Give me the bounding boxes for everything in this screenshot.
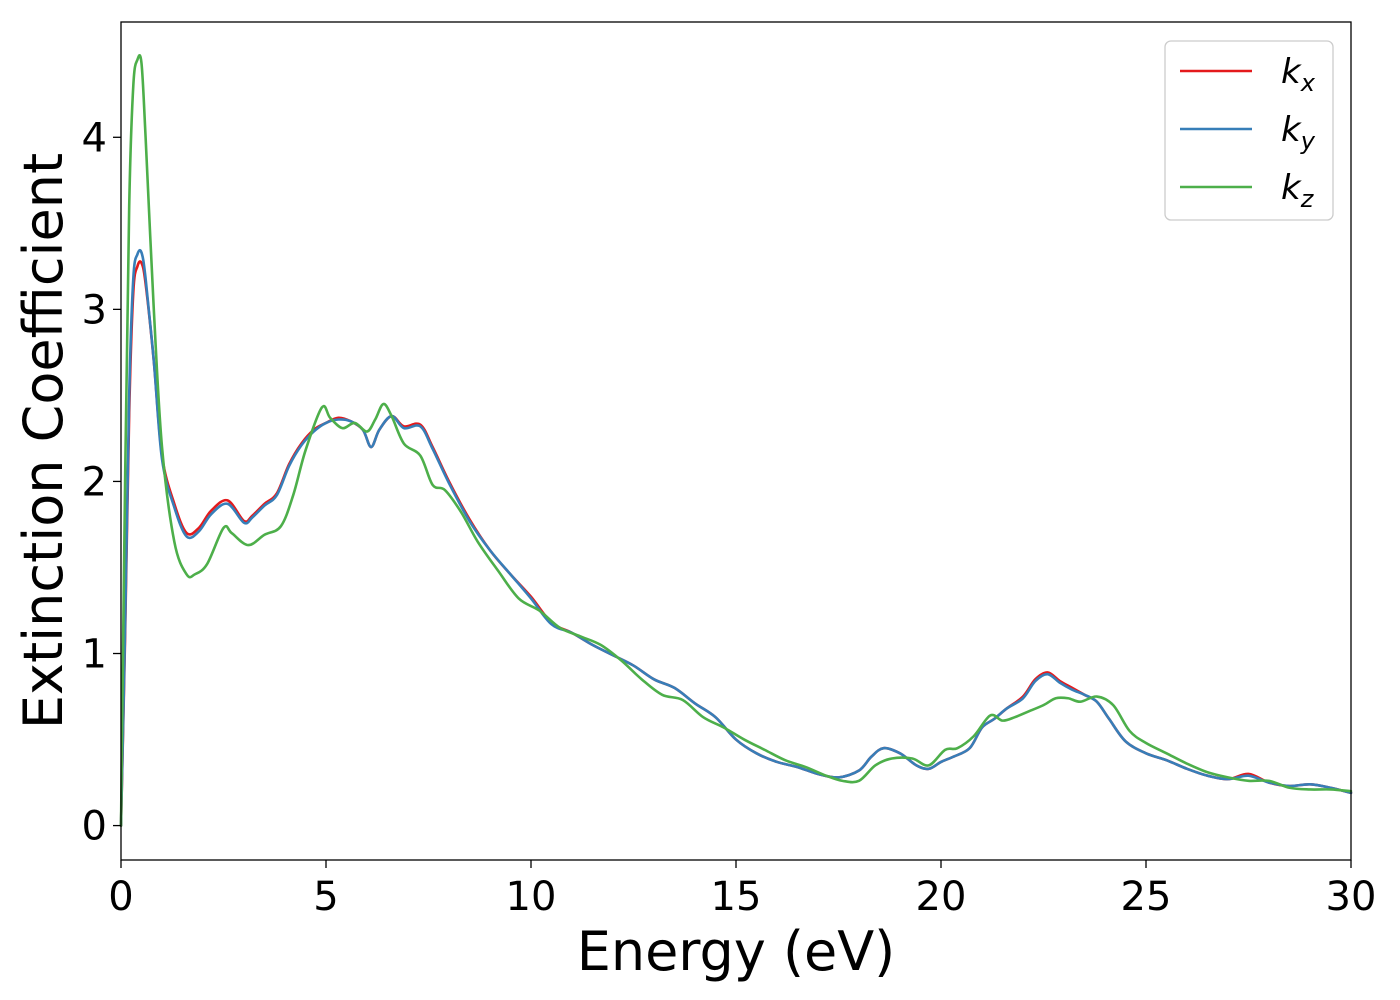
x-tick-label: 10 xyxy=(506,874,557,920)
legend-box xyxy=(1164,40,1334,221)
y-tick-label: 4 xyxy=(82,115,107,161)
x-tick-label: 15 xyxy=(711,874,762,920)
x-tick-label: 30 xyxy=(1326,874,1377,920)
x-tick-label: 0 xyxy=(108,874,133,920)
y-tick-label: 2 xyxy=(82,459,107,505)
x-tick-label: 5 xyxy=(313,874,338,920)
legend-items: kx ky kz xyxy=(1180,52,1316,213)
series-line-ky xyxy=(119,248,1353,827)
legend-label: kx xyxy=(1281,52,1316,97)
y-axis-title: Extinction Coefficient xyxy=(12,153,75,729)
y-axis: 0 1 2 3 4 xyxy=(82,115,121,850)
series-line-kz xyxy=(119,54,1353,827)
x-tick-label: 25 xyxy=(1121,874,1172,920)
legend-label: kz xyxy=(1281,168,1315,213)
y-tick-label: 3 xyxy=(82,287,107,333)
series-layer xyxy=(119,54,1353,827)
y-tick-label: 0 xyxy=(82,804,107,850)
x-axis: 0 5 10 15 20 25 30 xyxy=(108,860,1376,920)
legend: kx ky kz xyxy=(1164,40,1334,221)
x-tick-label: 20 xyxy=(916,874,967,920)
legend-label: ky xyxy=(1281,110,1316,155)
x-axis-title: Energy (eV) xyxy=(577,920,896,983)
y-tick-label: 1 xyxy=(82,632,107,678)
